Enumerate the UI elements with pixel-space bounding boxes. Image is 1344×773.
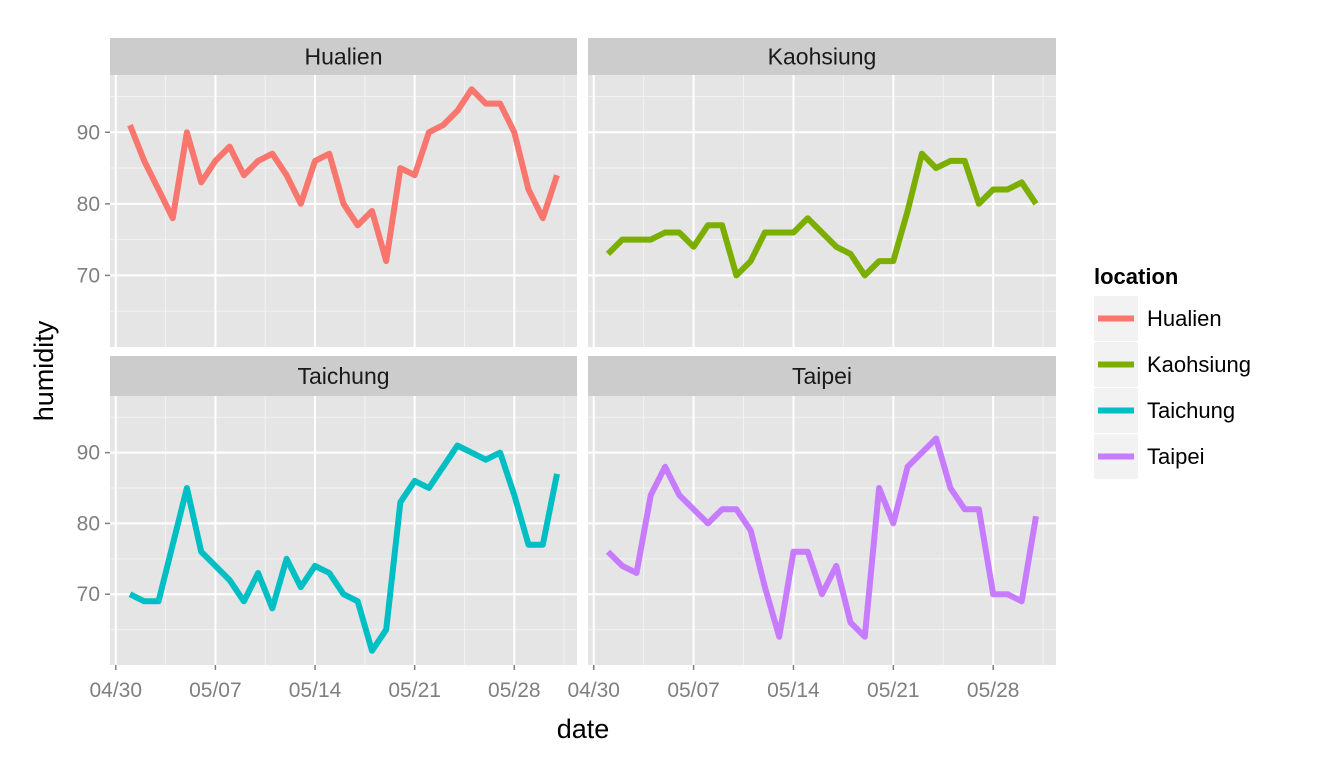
y-tick-label: 90 <box>77 442 100 465</box>
facet-strip <box>588 356 1056 396</box>
x-tick-label: 05/07 <box>667 679 720 702</box>
series-line-taipei <box>605 435 1039 640</box>
y-tick-label: 80 <box>77 512 100 535</box>
x-tick-label: 05/21 <box>867 679 920 702</box>
panel-background <box>588 396 1056 665</box>
facet-strip-label: Taichung <box>297 363 389 389</box>
x-tick-label: 04/30 <box>567 679 620 702</box>
legend-label-taipei: Taipei <box>1147 444 1204 469</box>
legend-label-kaohsiung: Kaohsiung <box>1147 352 1251 377</box>
series-line-hualien <box>127 86 560 265</box>
panel-background <box>588 75 1056 347</box>
series-line-kaohsiung <box>605 150 1039 279</box>
facet-strip-label: Hualien <box>305 44 383 70</box>
y-tick-label: 70 <box>77 264 100 287</box>
x-tick-label: 05/14 <box>289 679 342 702</box>
x-tick-label: 05/07 <box>189 679 242 702</box>
panel-background <box>110 396 577 665</box>
y-tick-label: 70 <box>77 583 100 606</box>
x-tick-label: 05/21 <box>388 679 441 702</box>
y-tick-label: 90 <box>77 121 100 144</box>
legend-title: location <box>1094 264 1178 289</box>
x-tick-label: 05/28 <box>967 679 1020 702</box>
x-tick-label: 05/14 <box>767 679 820 702</box>
facet-strip <box>588 38 1056 75</box>
x-axis-title: date <box>557 714 610 744</box>
facet-strip <box>110 356 577 396</box>
x-tick-label: 04/30 <box>89 679 142 702</box>
facet-strip <box>110 38 577 75</box>
legend-label-taichung: Taichung <box>1147 398 1235 423</box>
series-line-taichung <box>128 442 560 654</box>
facet-strip-label: Kaohsiung <box>768 44 877 70</box>
y-tick-label: 80 <box>77 193 100 216</box>
y-axis-title: humidity <box>29 320 59 421</box>
legend-label-hualien: Hualien <box>1147 306 1222 331</box>
facet-strip-label: Taipei <box>792 363 852 389</box>
panel-background <box>110 75 577 347</box>
x-tick-label: 05/28 <box>488 679 541 702</box>
